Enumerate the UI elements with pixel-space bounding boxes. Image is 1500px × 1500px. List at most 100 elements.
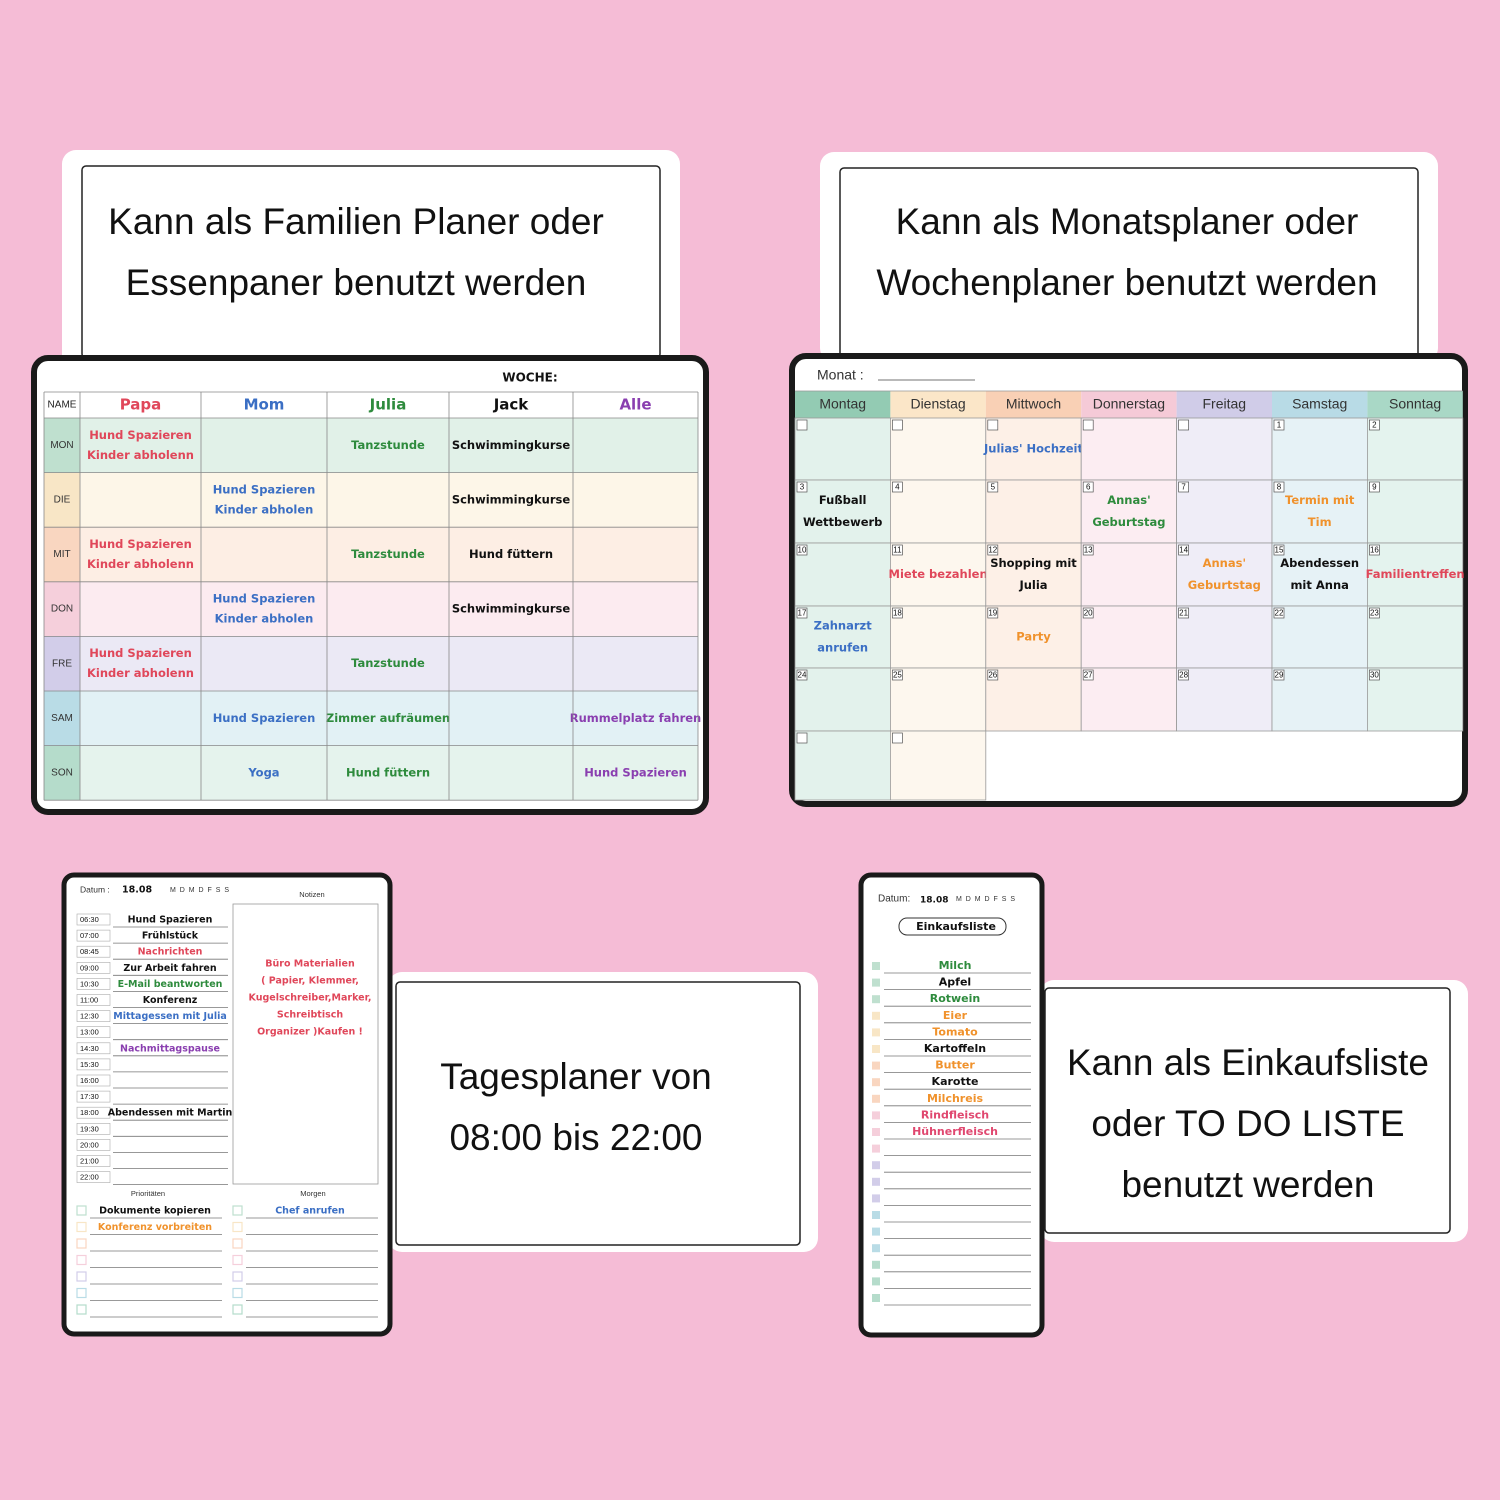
column-header: Alle [619, 396, 651, 414]
day-box [892, 481, 903, 493]
day-header-bg [1081, 391, 1177, 418]
checkbox [76, 1287, 87, 1299]
day-box [1369, 669, 1380, 681]
day-box [796, 419, 808, 431]
day-cell [1271, 667, 1368, 732]
day-cell [1271, 542, 1368, 607]
day-cell [1176, 479, 1273, 544]
prioritaeten-label: Prioritäten [131, 1189, 165, 1198]
day-label: MON [50, 440, 73, 451]
note-text: Schreibtisch [277, 1010, 344, 1021]
list-item: Hühnerfleisch [912, 1125, 998, 1138]
shopping-board [858, 872, 1045, 1338]
day-number: 29 [1275, 671, 1284, 680]
list-square [872, 1094, 880, 1103]
morgen-label: Morgen [300, 1189, 325, 1198]
day-box [987, 544, 999, 556]
list-square [872, 1161, 880, 1170]
day-header-bg [1367, 391, 1463, 418]
event-text: Annas' [1203, 556, 1246, 570]
day-cell [1176, 605, 1273, 669]
weekdays: M D M D F S S [170, 887, 230, 894]
day-box [1178, 544, 1189, 556]
list-square [872, 1244, 880, 1253]
monat-label: Monat : [817, 367, 864, 383]
task: Hund Spazieren [128, 915, 213, 926]
day-box [987, 607, 999, 619]
day-box [796, 732, 808, 744]
day-cell [1367, 605, 1464, 669]
day-cell [794, 667, 891, 732]
day-bg [44, 581, 80, 637]
cell-text: Kinder abholen [215, 502, 314, 516]
day-number: 8 [1277, 483, 1282, 492]
day-box [1273, 669, 1285, 681]
list-square [872, 1260, 880, 1269]
list-item: Apfel [939, 976, 971, 989]
caption-box [1044, 987, 1451, 1234]
day-cell [890, 667, 987, 732]
time: 07:00 [80, 931, 99, 940]
day-cell [1080, 542, 1177, 607]
day-bg [44, 418, 80, 473]
day-bg [44, 745, 80, 801]
list-item: Karotte [932, 1075, 979, 1088]
task: Zur Arbeit fahren [123, 963, 216, 974]
time-box [76, 1026, 111, 1038]
time-box [76, 1042, 111, 1055]
list-square [872, 1045, 880, 1053]
caption-text: Kann als Monatsplaner oder [896, 201, 1359, 242]
checkbox [76, 1205, 87, 1216]
day-number: 16 [1370, 546, 1379, 555]
task: Konferenz [143, 995, 198, 1006]
row-bg [80, 745, 698, 801]
time-box [76, 1106, 111, 1119]
day-number: 23 [1370, 609, 1379, 618]
cell-text: Hund Spazieren [213, 711, 316, 725]
day-cell [794, 542, 891, 607]
event-text: Geburtstag [1188, 578, 1261, 592]
time: 13:00 [80, 1028, 99, 1037]
day-cell [985, 605, 1082, 669]
weekdays: M D M D F S S [956, 896, 1016, 903]
day-number: 27 [1084, 671, 1093, 680]
list-item: Tomato [932, 1025, 978, 1038]
day-header: Donnerstag [1093, 396, 1165, 412]
checkbox [232, 1221, 243, 1233]
morgen-item: Chef anrufen [275, 1206, 345, 1217]
day-box [796, 544, 808, 556]
day-box [1082, 481, 1094, 493]
list-square [872, 1177, 880, 1186]
day-cell [794, 417, 891, 481]
day-number: 18 [893, 609, 902, 618]
time: 11:00 [80, 995, 98, 1004]
time: 19:30 [80, 1124, 99, 1133]
time-box [76, 961, 111, 974]
day-cell [1080, 417, 1177, 481]
time: 22:00 [80, 1173, 99, 1182]
day-cell [1176, 667, 1273, 732]
checkbox [232, 1304, 243, 1315]
day-box [796, 607, 808, 619]
day-cell [1367, 417, 1464, 481]
day-box [1178, 419, 1189, 431]
day-box [1178, 669, 1189, 681]
time-box [76, 1123, 111, 1135]
day-number: 3 [800, 483, 805, 492]
checkbox [76, 1304, 87, 1315]
row-bg [80, 472, 698, 528]
time: 09:00 [80, 963, 99, 972]
note-text: Büro Materialien [265, 959, 355, 970]
day-cell [794, 730, 891, 801]
event-text: Abendessen [1280, 556, 1359, 570]
day-box [892, 669, 903, 681]
time: 12:30 [80, 1012, 99, 1021]
notizen-label: Notizen [299, 890, 324, 899]
list-item: Rotwein [930, 992, 981, 1005]
list-square [872, 995, 880, 1004]
day-number: 25 [893, 671, 902, 680]
time: 21:00 [80, 1156, 99, 1165]
day-box [987, 481, 999, 493]
day-cell [985, 479, 1082, 544]
day-number: 22 [1275, 609, 1284, 618]
